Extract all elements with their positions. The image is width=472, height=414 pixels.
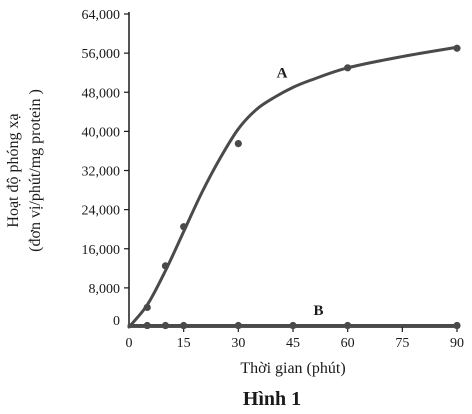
data-point-A	[180, 223, 188, 231]
axes	[128, 12, 460, 328]
x-tick-label: 0	[126, 336, 133, 351]
data-point-B	[143, 321, 151, 330]
x-tick-label: 45	[286, 336, 300, 351]
y-tick-label-origin: 0	[113, 314, 120, 329]
x-tick-label: 30	[231, 336, 245, 351]
data-point-A	[143, 303, 151, 312]
y-tick-label: 48,000	[82, 86, 121, 101]
y-tick-label: 16,000	[82, 243, 121, 258]
data-point-B	[289, 321, 297, 330]
x-axis-title: Thời gian (phút)	[240, 360, 345, 377]
x-tick-label: 90	[450, 336, 464, 351]
data-point-A	[161, 262, 170, 270]
data-point-B	[234, 321, 242, 330]
data-point-B	[453, 321, 461, 330]
x-tick-label: 15	[177, 336, 191, 351]
data-point-B	[180, 321, 188, 330]
data-point-B	[161, 321, 170, 330]
y-tick-label: 64,000	[82, 8, 121, 23]
data-point-A	[453, 44, 461, 52]
labels: Thời gian (phút) Hoạt độ phóng xạ (đơn v…	[5, 89, 346, 410]
y-tick-label: 32,000	[82, 165, 121, 180]
y-tick-label: 8,000	[89, 282, 121, 297]
series-layer: AB	[127, 44, 461, 330]
y-tick-label: 40,000	[82, 125, 121, 140]
data-point-B	[344, 321, 352, 330]
data-point-A	[234, 140, 242, 148]
x-tick-label: 75	[395, 336, 409, 351]
y-tick-label: 56,000	[82, 47, 121, 62]
series-A: A	[127, 44, 461, 329]
x-ticks: 0 15 30 45 60 75 90	[126, 327, 464, 351]
series-B: B	[127, 303, 461, 330]
y-axis-title-line1: Hoạt độ phóng xạ	[5, 113, 22, 227]
y-tick-label: 24,000	[82, 204, 121, 219]
series-label-A: A	[277, 66, 288, 82]
y-ticks: 8,000 16,000 24,000 32,000 40,000 48,000 56,00…	[82, 8, 129, 329]
x-tick-label: 60	[341, 336, 355, 351]
figure-caption: Hình 1	[243, 388, 301, 410]
data-point-A	[344, 64, 352, 72]
series-line-A	[127, 45, 459, 329]
series-label-B: B	[314, 303, 324, 319]
y-axis-title-line2: (đơn vị/phút/mg protein )	[27, 89, 44, 252]
